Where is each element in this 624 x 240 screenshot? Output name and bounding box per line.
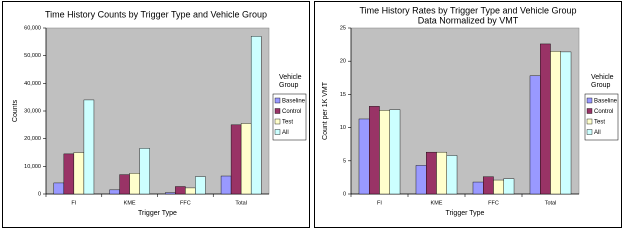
legend-label: Control [594,109,613,115]
chart-subtitle: Data Normalized by VMT [418,15,519,25]
x-axis-label: Trigger Type [446,210,485,217]
chart-panel: Time History Counts by Trigger Type and … [2,1,310,228]
legend-label: All [594,130,601,136]
y-axis-label: Counts [12,99,19,122]
legend-label: Baseline [594,99,618,105]
bar [550,51,561,195]
bar [540,43,551,195]
y-tick-label: 10,000 [24,164,41,170]
legend-title: Vehicle Group [591,74,614,89]
y-tick-label: 60,000 [24,25,41,31]
x-tick-label: FFC [180,200,191,206]
bar [175,186,186,195]
legend-swatch [274,129,281,135]
bar [109,189,120,195]
chart: Time History Rates by Trigger Type and V… [322,5,619,217]
x-tick-label: FI [377,200,382,206]
bar [483,176,494,195]
bar [230,124,242,195]
chart-panel: Time History Rates by Trigger Type and V… [314,1,622,228]
x-tick-label: Total [545,200,557,206]
legend-swatch [274,108,281,114]
bar [529,75,541,195]
y-tick-label: 0 [38,191,41,197]
bar [560,51,572,195]
bar [369,106,380,195]
legend-swatch [274,118,281,125]
bar [240,123,252,195]
bar [493,179,504,195]
bar [139,148,150,195]
bar [165,192,176,195]
bar [73,152,85,195]
y-tick-label: 20,000 [24,136,41,142]
bar [129,173,140,195]
y-tick-label: 50,000 [24,53,41,59]
bar [389,109,401,195]
bar [472,181,484,195]
legend-label: All [282,130,289,136]
bar [195,176,206,195]
x-axis-label: Trigger Type [138,210,177,217]
legend-swatch [586,108,593,114]
bar [426,151,437,195]
legend-label: Control [282,109,301,115]
x-tick-label: FI [71,200,76,206]
x-tick-label: Total [235,200,247,206]
legend-label: Test [282,120,293,126]
x-tick-label: KME [124,200,136,206]
legend-swatch [586,129,593,135]
legend-swatch [586,118,593,125]
bar [358,118,370,195]
bar [185,187,196,195]
legend-label: Baseline [282,99,306,105]
bar [379,110,390,195]
chart: Time History Counts by Trigger Type and … [12,9,307,217]
legend-label: Test [594,120,605,126]
chart-title: Time History Rates by Trigger Type and V… [359,5,576,15]
chart-title: Time History Counts by Trigger Type and … [45,9,267,19]
legend-swatch [274,97,281,104]
y-tick-label: 5 [343,158,346,164]
bar [503,178,515,195]
bar [63,153,75,195]
y-axis-label: Count per 1K VMT [322,81,329,140]
bar [53,182,65,195]
x-tick-label: KME [431,200,443,206]
y-tick-label: 30,000 [24,108,41,114]
y-tick-label: 15 [340,92,346,98]
y-tick-label: 0 [343,191,346,197]
y-tick-label: 25 [340,25,346,31]
legend-title: Vehicle Group [279,74,302,89]
x-tick-label: FFC [488,200,499,206]
y-tick-label: 10 [340,125,346,131]
bar [415,165,427,195]
legend-swatch [586,97,593,104]
page: Time History Counts by Trigger Type and … [0,0,624,229]
y-tick-label: 40,000 [24,81,41,87]
bar [250,36,262,195]
bar [220,175,232,195]
bar [446,155,458,195]
bar [83,99,95,195]
y-tick-label: 20 [340,59,346,65]
bar [436,151,447,195]
bar [119,174,130,195]
